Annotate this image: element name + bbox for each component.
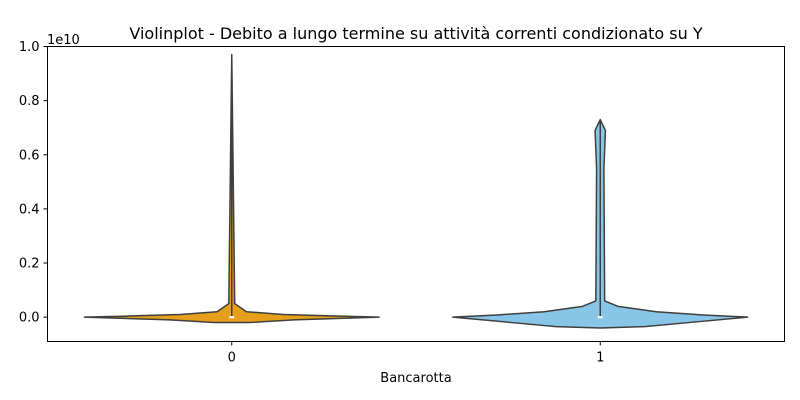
x-tick-label: 0 — [228, 351, 236, 366]
y-tick-label: 0.4 — [19, 202, 40, 217]
violins-layer — [83, 53, 749, 329]
chart-title: Violinplot - Debito a lungo termine su a… — [129, 24, 703, 43]
y-axis: 0.0 0.2 0.4 0.6 0.8 1.0 — [19, 40, 48, 326]
x-tick-label: 1 — [596, 351, 604, 366]
y-offset-label: 1e10 — [47, 33, 80, 48]
y-tick-label: 0.6 — [19, 148, 40, 163]
y-tick-label: 0.8 — [19, 94, 40, 109]
y-tick-label: 0.2 — [19, 257, 40, 272]
plot-frame — [47, 46, 785, 342]
y-tick-label: 1.0 — [19, 40, 40, 55]
y-tick-label: 0.0 — [19, 311, 40, 326]
x-axis-label: Bancarotta — [380, 371, 451, 386]
